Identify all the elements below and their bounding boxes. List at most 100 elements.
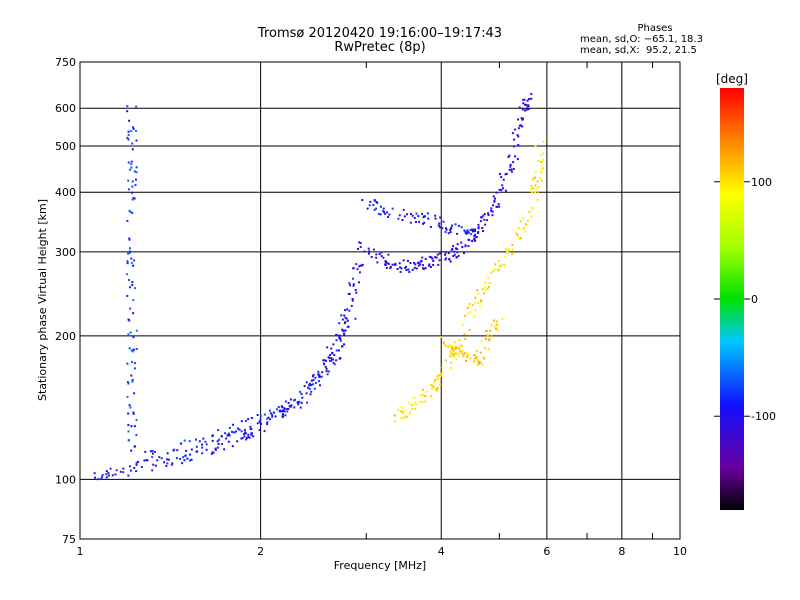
data-point	[474, 239, 477, 242]
data-point	[156, 459, 159, 462]
data-point	[424, 395, 427, 398]
y-tick-label: 300	[55, 246, 76, 259]
data-point	[425, 390, 428, 393]
colorbar-ticks: 100 0 -100	[714, 176, 776, 423]
data-point	[133, 445, 136, 448]
data-point	[205, 448, 208, 451]
x-tick-label: 6	[543, 545, 550, 558]
data-point	[482, 356, 485, 359]
data-point	[424, 400, 427, 403]
data-point	[520, 117, 523, 120]
data-point	[467, 231, 470, 234]
data-point	[401, 219, 404, 222]
data-point	[167, 458, 170, 461]
data-point	[456, 256, 459, 259]
data-point	[511, 253, 514, 256]
data-point	[504, 248, 507, 251]
data-point	[436, 389, 439, 392]
data-point	[487, 348, 490, 351]
data-point	[441, 227, 444, 230]
data-point	[127, 252, 130, 255]
y-tick-label: 75	[62, 533, 76, 546]
data-point	[130, 425, 133, 428]
data-point	[165, 465, 168, 468]
data-point	[327, 356, 330, 359]
data-point	[466, 354, 469, 357]
data-point	[129, 307, 132, 310]
data-point	[447, 345, 450, 348]
data-point	[133, 362, 136, 365]
data-point	[540, 179, 543, 182]
data-point	[235, 430, 238, 433]
data-point	[196, 450, 199, 453]
data-point	[285, 408, 288, 411]
data-point	[195, 445, 198, 448]
data-point	[279, 409, 282, 412]
data-point	[514, 155, 517, 158]
data-point	[496, 268, 499, 271]
data-point	[134, 184, 137, 187]
data-point	[483, 218, 486, 221]
y-tick-label: 200	[55, 330, 76, 343]
data-point	[469, 357, 472, 360]
data-point	[356, 247, 359, 250]
data-point	[415, 212, 418, 215]
data-point	[494, 326, 497, 329]
data-point	[309, 393, 312, 396]
data-point	[474, 233, 477, 236]
data-point	[409, 410, 412, 413]
data-point	[397, 217, 400, 220]
data-point	[256, 413, 259, 416]
data-point	[201, 443, 204, 446]
data-point	[525, 103, 528, 106]
data-point	[421, 222, 424, 225]
data-point	[428, 255, 431, 258]
data-point	[143, 459, 146, 462]
data-point	[530, 206, 533, 209]
data-point	[436, 388, 439, 391]
data-point	[135, 434, 138, 437]
data-point	[245, 438, 248, 441]
data-point	[269, 418, 272, 421]
data-point	[462, 252, 465, 255]
data-point	[525, 108, 528, 111]
data-point	[214, 447, 217, 450]
data-point	[320, 375, 323, 378]
data-point	[438, 374, 441, 377]
data-point	[432, 259, 435, 262]
data-point	[134, 287, 137, 290]
data-point	[461, 323, 464, 326]
data-point	[132, 196, 135, 199]
data-point	[475, 356, 478, 359]
data-point	[454, 348, 457, 351]
data-point	[449, 229, 452, 232]
data-point	[140, 466, 143, 469]
data-point	[343, 332, 346, 335]
data-point	[375, 201, 378, 204]
data-point	[186, 457, 189, 460]
data-point	[354, 317, 357, 320]
data-point	[259, 418, 262, 421]
data-point	[490, 209, 493, 212]
data-point	[510, 168, 513, 171]
data-point	[386, 261, 389, 264]
data-point	[483, 285, 486, 288]
data-point	[231, 445, 234, 448]
data-point	[472, 229, 475, 232]
data-point	[421, 212, 424, 215]
data-point	[541, 164, 544, 167]
data-point	[217, 429, 220, 432]
data-point	[481, 363, 484, 366]
data-point	[453, 250, 456, 253]
data-point	[300, 401, 303, 404]
data-point	[286, 410, 289, 413]
plot-frame	[79, 61, 681, 540]
data-point	[495, 205, 498, 208]
data-point	[465, 359, 468, 362]
data-point	[468, 328, 471, 331]
data-point	[457, 354, 460, 357]
data-point	[128, 286, 131, 289]
data-point	[413, 261, 416, 264]
data-point	[370, 255, 373, 258]
data-point	[249, 427, 252, 430]
